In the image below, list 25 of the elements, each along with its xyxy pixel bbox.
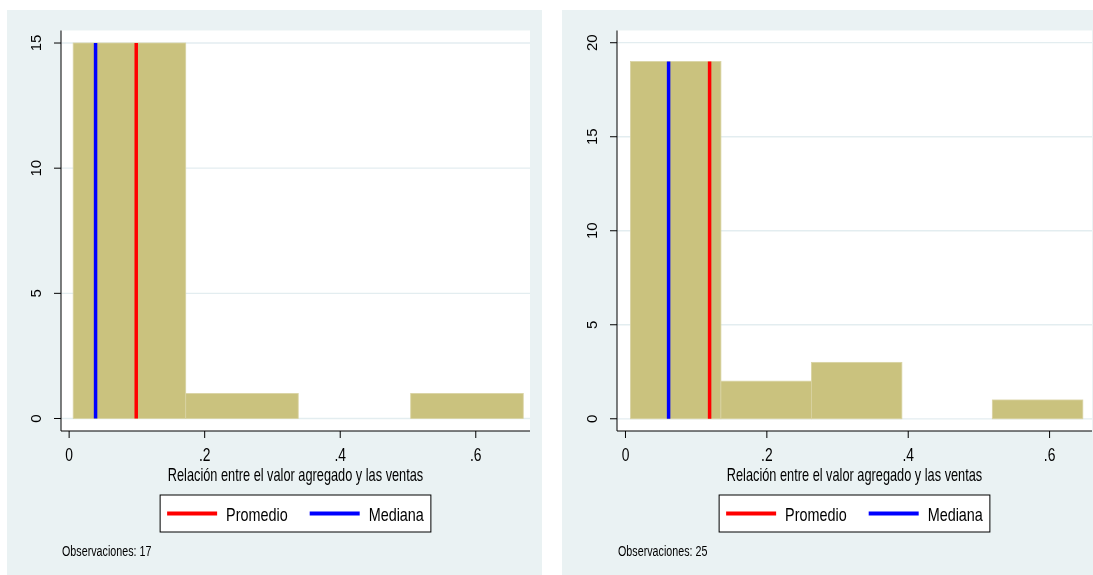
y-tick-label: 5 [27,289,44,298]
x-tick-label: .6 [470,444,482,465]
x-tick-label: .4 [334,444,347,465]
x-tick-label: .2 [198,444,211,465]
x-axis-title: Relación entre el valor agregado y las ventas [167,464,424,485]
y-tick-label: 5 [583,320,600,329]
text: Observaciones: 25 [618,542,708,560]
text: Observaciones: 17 [62,542,152,560]
legend-label: Mediana [927,503,984,524]
y-tick-label: 20 [583,34,600,52]
legend-label: Promedio [785,503,847,524]
y-tick-label: 10 [27,159,44,177]
x-tick-label: 0 [621,444,630,465]
y-tick-label: 0 [583,414,600,423]
legend-label: Mediana [368,503,425,524]
legend-label: Promedio [226,503,288,524]
x-tick-label: .6 [1043,444,1056,465]
x-tick-label: .4 [902,444,915,465]
y-tick-label: 10 [583,222,600,240]
x-tick-label: .2 [761,444,773,465]
y-tick-label: 15 [27,34,44,52]
x-tick-label: 0 [65,444,74,465]
x-axis-title: Relación entre el valor agregado y las ventas [726,464,983,485]
y-tick-label: 15 [583,128,600,146]
y-tick-label: 0 [27,414,44,423]
